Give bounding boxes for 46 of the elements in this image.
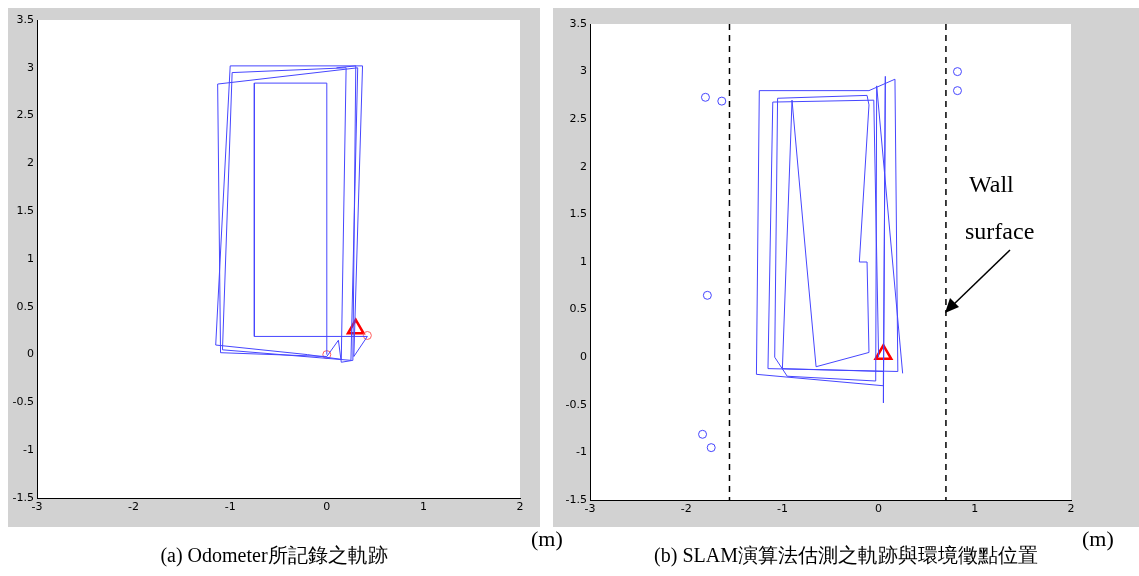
point bbox=[706, 443, 716, 453]
y-tick-label: -0.5 bbox=[565, 397, 587, 411]
text: (b) SLAM演算法估測之軌跡與環境徵點位置 bbox=[654, 544, 1038, 568]
y-tick-label: 3.5 bbox=[569, 16, 587, 30]
x-tick-label: 2 bbox=[516, 500, 524, 514]
x-tick-label: -1 bbox=[224, 500, 236, 514]
text: (a) Odometer所記錄之軌跡 bbox=[160, 544, 388, 568]
y-tick-label: 2.5 bbox=[569, 112, 587, 126]
point bbox=[952, 67, 962, 77]
x-tick-label: -1 bbox=[776, 502, 788, 516]
point bbox=[952, 86, 962, 96]
point bbox=[700, 92, 710, 102]
x-tick-label: 0 bbox=[323, 500, 331, 514]
x-tick-label: 1 bbox=[971, 502, 979, 516]
annotation: Wall surface bbox=[965, 171, 1035, 244]
y-tick-label: 0.5 bbox=[16, 299, 34, 313]
y-tick-label: 1.5 bbox=[569, 207, 587, 221]
y-tick-label: 1 bbox=[580, 254, 587, 268]
x-tick-label: 1 bbox=[419, 500, 427, 514]
y-tick-label: -1.5 bbox=[12, 490, 34, 504]
y-tick-label: -0.5 bbox=[12, 395, 34, 409]
y-tick-label: 1 bbox=[27, 251, 34, 265]
y-tick-label: 3.5 bbox=[16, 12, 34, 26]
y-tick-label: 2.5 bbox=[16, 108, 34, 122]
point bbox=[698, 429, 708, 439]
y-tick-label: 1.5 bbox=[16, 204, 34, 218]
x-tick-label: -3 bbox=[31, 500, 43, 514]
y-tick-label: 0.5 bbox=[569, 302, 587, 316]
x-tick-label: 2 bbox=[1067, 502, 1075, 516]
y-tick-label: -1 bbox=[576, 445, 587, 459]
y-tick-label: 2 bbox=[27, 156, 34, 170]
x-axis-title: (m) bbox=[531, 525, 563, 551]
x-axis-title: (m) bbox=[1082, 525, 1114, 551]
y-tick-label: 0 bbox=[580, 350, 587, 364]
y-tick-label: 2 bbox=[580, 159, 587, 173]
point bbox=[717, 96, 727, 106]
y-tick-label: -1 bbox=[23, 443, 34, 457]
point bbox=[702, 290, 712, 300]
x-tick-label: -2 bbox=[128, 500, 140, 514]
y-tick-label: 3 bbox=[580, 64, 587, 78]
y-tick-label: -1.5 bbox=[565, 492, 587, 506]
x-tick-label: 0 bbox=[875, 502, 883, 516]
x-tick-label: -2 bbox=[680, 502, 692, 516]
y-tick-label: 3 bbox=[27, 60, 34, 74]
y-tick-label: 0 bbox=[27, 347, 34, 361]
x-tick-label: -3 bbox=[584, 502, 596, 516]
